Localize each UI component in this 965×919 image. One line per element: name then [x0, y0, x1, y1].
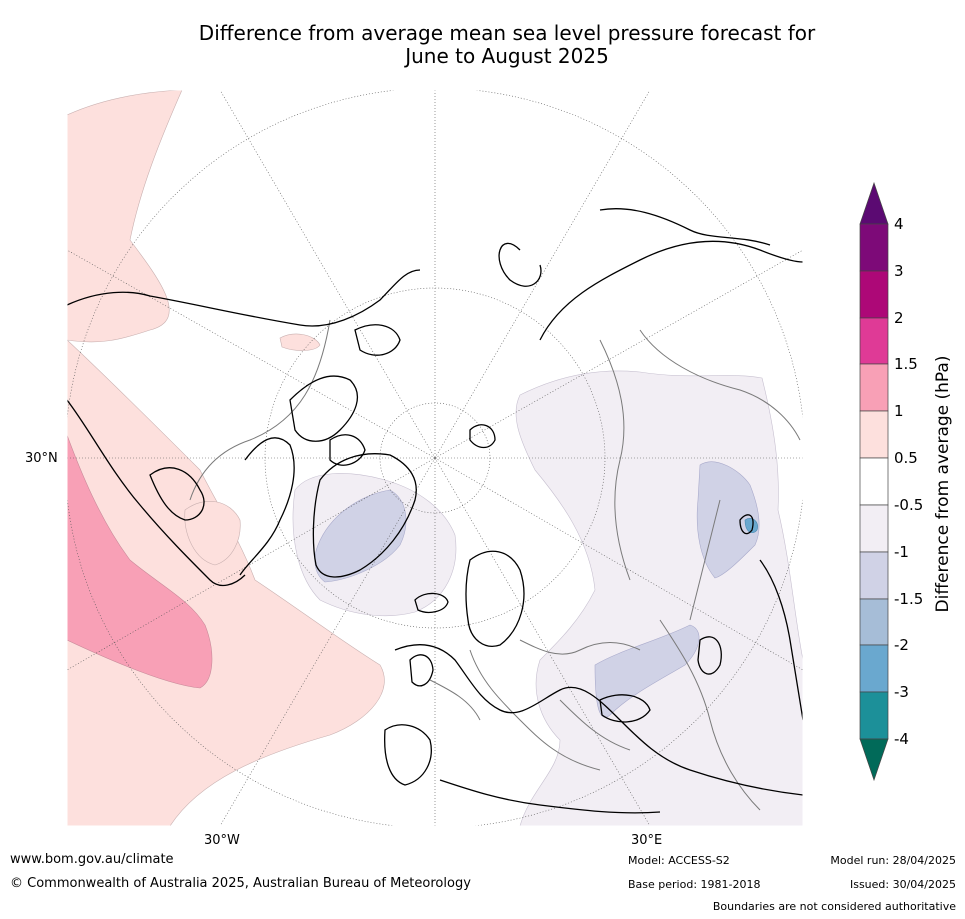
coast-scandinavia: [465, 550, 525, 647]
coast-caspian: [697, 636, 722, 675]
coast-north-america-arctic: [67, 269, 421, 327]
anomaly-region-negative-medium: [314, 489, 407, 583]
colorbar-tick: 1.5: [894, 355, 918, 373]
anomaly-region-negative-medium-2: [696, 461, 760, 579]
title-line-1: Difference from average mean sea level p…: [198, 21, 816, 45]
colorbar-tick: 3: [894, 262, 904, 280]
colorbar-bin-2-to-3: [859, 270, 889, 319]
colorbar-bin-minus-1-to-minus-1-5: [859, 551, 889, 600]
anomaly-region-positive-medium: [67, 434, 213, 689]
coast-iceland: [414, 592, 449, 613]
coast-russia-arctic: [539, 240, 803, 341]
coast-svalbard: [469, 424, 496, 449]
colorbar-tick: -0.5: [894, 496, 924, 514]
coast-greenland: [312, 453, 417, 578]
colorbar-title: Difference from average (hPa): [933, 355, 953, 613]
colorbar-tick: 0.5: [894, 449, 918, 467]
colorbar-bin-minus-3-to-minus-4: [859, 691, 889, 740]
colorbar-bin-neutral: [859, 457, 889, 506]
colorbar-tick: 1: [894, 402, 904, 420]
footer-copyright: © Commonwealth of Australia 2025, Austra…: [10, 876, 471, 891]
colorbar-tick: -1: [894, 543, 909, 561]
colorbar-bin-1-5-to-2: [859, 317, 889, 365]
colorbar-tick: -1.5: [894, 590, 924, 608]
footer-model: Model: ACCESS-S2: [628, 854, 730, 867]
footer-disclaimer: Boundaries are not considered authoritat…: [712, 900, 956, 913]
coast-east-asia: [759, 559, 803, 721]
colorbar-bin-minus-2-to-minus-3: [859, 644, 889, 693]
title-line-2: June to August 2025: [405, 44, 609, 68]
lon-label-30e: 30°E: [631, 833, 663, 848]
anomaly-shading: [67, 90, 803, 826]
colorbar-extend-top: [859, 181, 889, 225]
colorbar-tick: -2: [894, 636, 909, 654]
colorbar-bin-minus-0-5-to-minus-1: [859, 504, 889, 553]
coast-mediterranean: [439, 779, 661, 814]
footer-issued: Issued: 30/04/2025: [849, 878, 956, 891]
colorbar: [859, 181, 889, 782]
colorbar-extend-bottom: [859, 738, 889, 782]
map-title: Difference from average mean sea level p…: [0, 22, 965, 68]
coast-hudson-bay: [149, 467, 205, 521]
lon-label-30w: 30°W: [204, 833, 240, 848]
coastlines: [67, 208, 803, 814]
graticule: [67, 90, 803, 826]
colorbar-tick: 4: [894, 215, 904, 233]
coast-baikal: [739, 514, 754, 535]
coast-alaska-pacific: [67, 399, 246, 587]
anomaly-region-negative-strong: [744, 518, 758, 533]
colorbar-tick: -3: [894, 683, 909, 701]
footer-url: www.bom.gov.au/climate: [10, 852, 174, 867]
footer-model-run: Model run: 28/04/2025: [830, 854, 956, 867]
colorbar-bin-minus-1-5-to-minus-2: [859, 598, 889, 646]
footer-base-period: Base period: 1981-2018: [628, 878, 761, 891]
coast-siberia: [599, 208, 771, 246]
country-borders: [189, 319, 801, 811]
lat-label-30n: 30°N: [25, 451, 58, 466]
colorbar-bin-3-to-4: [859, 223, 889, 272]
coast-iberia: [384, 724, 432, 786]
coast-kamchatka: [498, 242, 542, 287]
colorbar-bin-0-5-to-1: [859, 410, 889, 459]
colorbar-bin-1-to-1-5: [859, 363, 889, 412]
coast-canada-east: [239, 437, 295, 576]
coast-black-sea: [599, 694, 651, 723]
anomaly-region-positive-light-2: [184, 333, 321, 566]
map-panel: [67, 90, 803, 826]
colorbar-tick: 2: [894, 309, 904, 327]
colorbar-tick: -4: [894, 730, 909, 748]
coast-europe: [394, 644, 803, 796]
coast-britain: [409, 654, 434, 687]
